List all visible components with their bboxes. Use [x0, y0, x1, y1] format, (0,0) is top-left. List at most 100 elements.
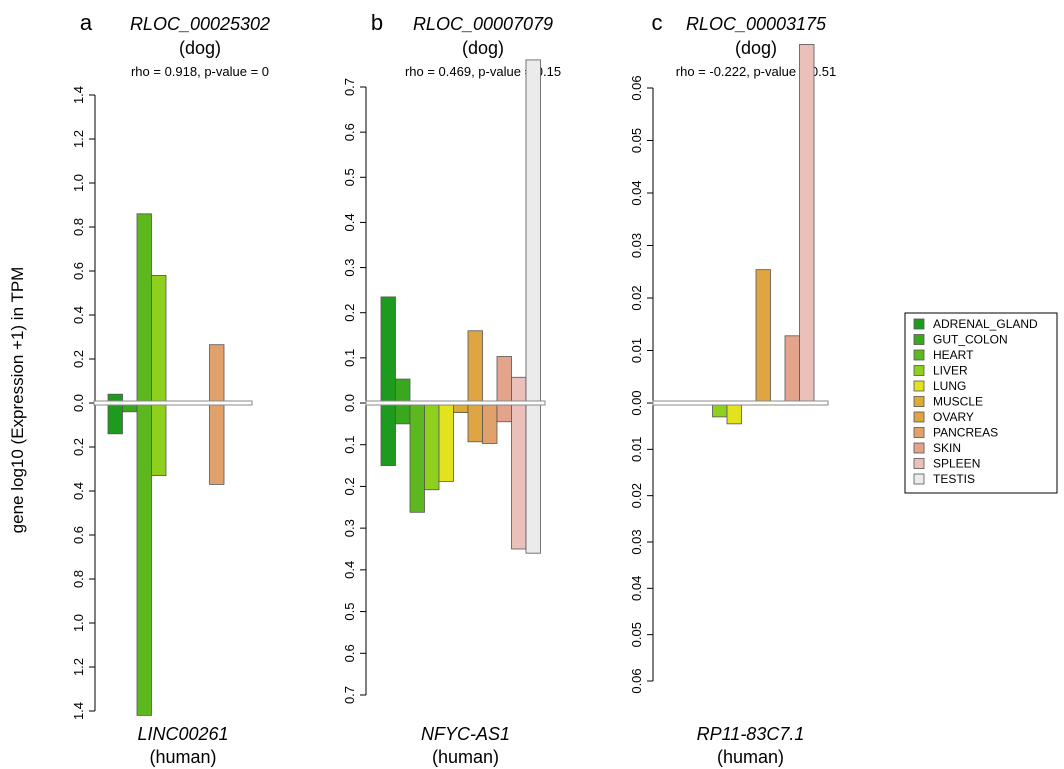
legend-item: OVARY: [913, 410, 974, 424]
chart-subtitle: rho = 0.918, p-value = 0: [131, 64, 269, 79]
legend-item: TESTIS: [913, 472, 975, 486]
legend-label: LUNG: [933, 379, 966, 393]
bar-human-spleen: [511, 402, 527, 550]
bar-dog-ovary: [467, 330, 483, 404]
zero-baseline: [365, 400, 546, 406]
panel-letter: c: [652, 10, 663, 35]
y-tick-label: 0.7: [342, 686, 357, 704]
legend-label: PANCREAS: [933, 426, 998, 440]
y-tick-label: 1.0: [71, 174, 86, 192]
bar-dog-heart: [136, 213, 152, 404]
y-tick-label: 0.8: [71, 218, 86, 236]
legend-item: GUT_COLON: [913, 333, 1008, 347]
bar-human-gut-colon: [395, 402, 411, 425]
y-axis-label: gene log10 (Expression +1) in TPM: [8, 267, 27, 534]
chart-panel-b: b RLOC_00007079 (dog) rho = 0.469, p-value …: [342, 10, 561, 767]
legend-label: SKIN: [933, 441, 961, 455]
y-tick-label: 0.5: [342, 603, 357, 621]
legend-item: LIVER: [913, 364, 968, 378]
chart-panel-c: c RLOC_00003175 (dog) rho = -0.222, p-value…: [629, 10, 836, 767]
y-tick-label: 0.4: [342, 561, 357, 579]
chart-panel-a: a RLOC_00025302 (dog) rho = 0.918, p-value …: [71, 10, 270, 767]
legend-swatch: [913, 349, 925, 361]
legend-item: SPLEEN: [913, 457, 980, 471]
x-axis-label: RP11-83C7.1: [697, 724, 805, 744]
y-tick-label: 0.4: [71, 482, 86, 500]
legend-item: PANCREAS: [913, 426, 998, 440]
chart-subtitle: rho = -0.222, p-value = 0.51: [676, 64, 836, 79]
y-tick-label: 0.2: [71, 438, 86, 456]
legend-label: ADRENAL_GLAND: [933, 317, 1038, 331]
legend-swatch: [913, 473, 925, 485]
chart-panels: a RLOC_00025302 (dog) rho = 0.918, p-value …: [71, 10, 836, 767]
y-tick-label: 0.3: [342, 519, 357, 537]
bar-dog-adrenal-gland: [380, 296, 396, 404]
legend-swatch: [913, 396, 925, 407]
y-tick-label: 0.06: [629, 75, 644, 100]
y-tick-label: 0.0: [342, 394, 357, 412]
bar-dog-liver: [151, 274, 167, 404]
y-tick-label: 0.1: [342, 436, 357, 454]
chart-title-species: (dog): [462, 38, 504, 58]
y-tick-label: 0.02: [629, 483, 644, 508]
y-tick-label: 0.7: [342, 78, 357, 96]
legend-swatch: [913, 442, 925, 454]
legend-item: LUNG: [913, 379, 966, 393]
bar-dog-skin: [496, 356, 512, 404]
legend-item: ADRENAL_GLAND: [913, 317, 1038, 331]
legend-label: TESTIS: [933, 472, 975, 486]
y-tick-label: 1.2: [71, 658, 86, 676]
legend-item: MUSCLE: [913, 395, 983, 409]
x-axis-label-species: (human): [717, 747, 784, 767]
x-axis-label: NFYC-AS1: [421, 724, 510, 744]
legend-box: [904, 312, 1058, 494]
y-tick-label: 0.02: [629, 285, 644, 310]
zero-baseline: [93, 400, 253, 406]
bar-human-skin: [496, 402, 512, 423]
y-tick-label: 0.4: [342, 213, 357, 231]
y-tick-label: 0.2: [71, 350, 86, 368]
y-tick-label: 0.6: [342, 644, 357, 662]
legend-item: HEART: [913, 348, 974, 362]
y-tick-label: 0.04: [629, 180, 644, 205]
y-axis-label-container: gene log10 (Expression +1) in TPM: [8, 267, 27, 534]
bar-human-lung: [726, 402, 742, 425]
bar-human-lung: [438, 402, 454, 482]
chart-title-species: (dog): [735, 38, 777, 58]
chart-subtitle: rho = 0.469, p-value = 0.15: [405, 64, 561, 79]
legend-label: SPLEEN: [933, 457, 980, 471]
y-tick-label: 0.4: [71, 306, 86, 324]
bar-dog-testis: [525, 59, 541, 404]
legend-swatch: [913, 318, 925, 330]
bar-human-pancreas: [209, 402, 225, 485]
panel-letter: b: [371, 10, 383, 35]
y-tick-label: 0.0: [71, 394, 86, 412]
y-tick-label: 0.05: [629, 622, 644, 647]
bar-dog-ovary: [755, 269, 771, 404]
panel-letter: a: [80, 10, 93, 35]
y-tick-label: 0.5: [342, 168, 357, 186]
y-tick-label: 0.01: [629, 437, 644, 462]
bar-human-heart: [409, 402, 425, 513]
legend-item: SKIN: [913, 441, 961, 455]
bar-human-adrenal-gland: [380, 402, 396, 466]
y-tick-label: 0.8: [71, 570, 86, 588]
bar-dog-pancreas: [209, 344, 225, 404]
x-axis-label: LINC00261: [137, 724, 228, 744]
y-tick-label: 1.0: [71, 614, 86, 632]
legend-swatch: [913, 380, 925, 392]
legend-swatch: [913, 365, 925, 376]
bar-human-testis: [525, 402, 541, 554]
bar-human-liver: [424, 402, 440, 491]
y-tick-label: 0.3: [342, 259, 357, 277]
y-tick-label: 0.1: [342, 349, 357, 367]
legend-swatch: [913, 411, 925, 423]
y-tick-label: 0.6: [342, 123, 357, 141]
legend-swatch: [913, 458, 925, 469]
y-tick-label: 0.03: [629, 233, 644, 258]
y-tick-label: 0.00: [629, 390, 644, 415]
y-tick-label: 0.2: [342, 304, 357, 322]
y-tick-label: 0.6: [71, 526, 86, 544]
legend-swatch: [913, 427, 925, 438]
